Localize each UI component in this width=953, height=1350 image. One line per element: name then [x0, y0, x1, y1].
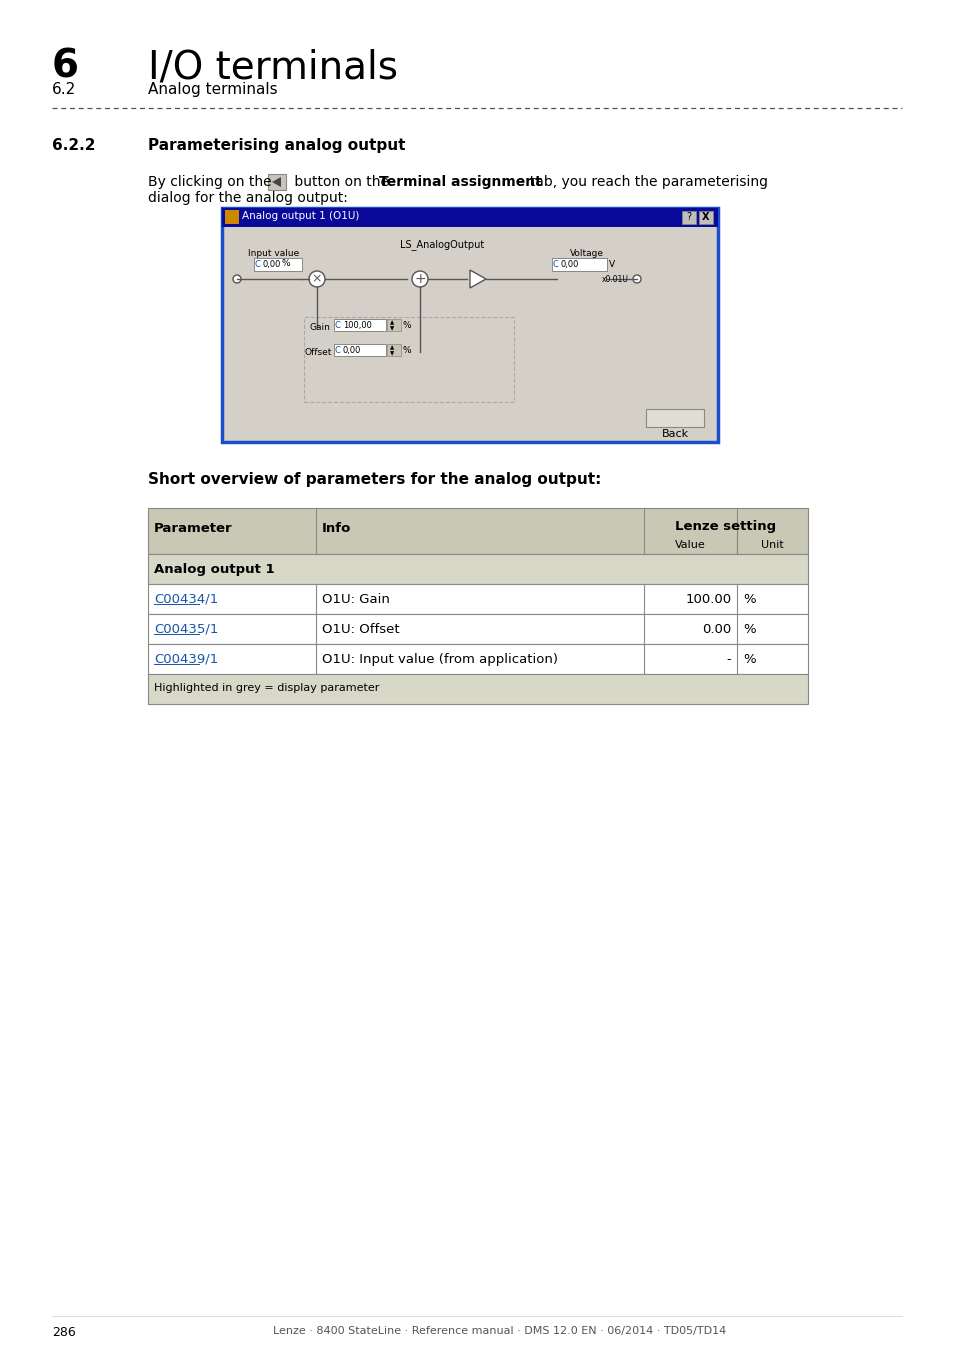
Text: Parameterising analog output: Parameterising analog output	[148, 138, 405, 153]
Text: %: %	[742, 653, 756, 666]
Text: Unit: Unit	[760, 540, 783, 549]
Text: %: %	[742, 593, 756, 606]
Bar	[387, 344, 400, 356]
Text: Offset: Offset	[305, 348, 332, 356]
Text: Short overview of parameters for the analog output:: Short overview of parameters for the ana…	[148, 472, 600, 487]
Text: Lenze setting: Lenze setting	[675, 520, 776, 533]
Text: Voltage: Voltage	[569, 248, 603, 258]
Text: V: V	[608, 261, 615, 269]
Polygon shape	[470, 270, 485, 288]
Bar	[334, 344, 386, 356]
Bar	[645, 409, 703, 427]
Text: %: %	[282, 259, 291, 269]
Text: Lenze · 8400 StateLine · Reference manual · DMS 12.0 EN · 06/2014 · TD05/TD14: Lenze · 8400 StateLine · Reference manua…	[274, 1326, 726, 1336]
Bar	[253, 258, 302, 271]
Text: Gain: Gain	[310, 323, 331, 332]
Text: 6.2.2: 6.2.2	[52, 138, 95, 153]
Text: ▼: ▼	[390, 325, 394, 331]
Text: +: +	[414, 271, 425, 286]
Text: C: C	[335, 321, 340, 329]
Bar	[225, 211, 239, 224]
Text: 0.00: 0.00	[701, 622, 731, 636]
Text: 0,00: 0,00	[560, 261, 578, 269]
Text: Info: Info	[322, 522, 351, 535]
Bar	[681, 211, 696, 224]
Text: O1U: Input value (from application): O1U: Input value (from application)	[322, 653, 558, 666]
Circle shape	[633, 275, 640, 284]
Text: Input value: Input value	[248, 248, 299, 258]
Bar	[222, 208, 718, 441]
Text: %: %	[402, 346, 411, 355]
Text: -: -	[726, 653, 731, 666]
Text: O1U: Offset: O1U: Offset	[322, 622, 399, 636]
Bar	[552, 258, 606, 271]
Text: I/O terminals: I/O terminals	[148, 49, 397, 86]
Text: dialog for the analog output:: dialog for the analog output:	[148, 190, 348, 205]
Bar	[268, 174, 286, 190]
Bar	[148, 508, 807, 554]
Bar	[699, 211, 712, 224]
Polygon shape	[272, 177, 281, 188]
Text: ▲: ▲	[390, 320, 394, 325]
Text: By clicking on the: By clicking on the	[148, 176, 275, 189]
Circle shape	[412, 271, 428, 288]
Text: C00434/1: C00434/1	[153, 593, 218, 606]
Text: 100.00: 100.00	[684, 593, 731, 606]
Text: Back: Back	[660, 429, 688, 439]
Text: C00435/1: C00435/1	[153, 622, 218, 636]
Text: Analog output 1: Analog output 1	[153, 563, 274, 576]
Text: 6.2: 6.2	[52, 82, 76, 97]
Bar	[304, 317, 514, 402]
Bar	[222, 208, 718, 227]
Bar	[148, 614, 807, 644]
Text: %: %	[742, 622, 756, 636]
Text: LS_AnalogOutput: LS_AnalogOutput	[399, 239, 483, 250]
Text: 0,00: 0,00	[263, 261, 281, 269]
Text: C00439/1: C00439/1	[153, 653, 218, 666]
Text: Parameter: Parameter	[153, 522, 233, 535]
Bar	[148, 554, 807, 585]
Text: 100,00: 100,00	[343, 321, 372, 329]
Circle shape	[309, 271, 325, 288]
Bar	[148, 585, 807, 614]
Bar	[148, 674, 807, 703]
Text: Value: Value	[675, 540, 705, 549]
Text: O1U: Gain: O1U: Gain	[322, 593, 390, 606]
Text: C: C	[335, 346, 340, 355]
Circle shape	[233, 275, 241, 284]
Text: Terminal assignment: Terminal assignment	[378, 176, 541, 189]
Bar	[387, 319, 400, 331]
Text: 0,00: 0,00	[343, 346, 361, 355]
Text: Analog terminals: Analog terminals	[148, 82, 277, 97]
Text: ▼: ▼	[390, 351, 394, 356]
Text: 6: 6	[52, 49, 79, 86]
Text: ?: ?	[686, 212, 691, 221]
Text: ×: ×	[312, 273, 322, 285]
Text: X: X	[701, 212, 709, 221]
Text: x0.01U: x0.01U	[601, 275, 628, 284]
Text: Highlighted in grey = display parameter: Highlighted in grey = display parameter	[153, 683, 379, 693]
Text: button on the: button on the	[290, 176, 393, 189]
Text: ▲: ▲	[390, 346, 394, 350]
Text: C: C	[553, 261, 558, 269]
Text: C: C	[254, 261, 260, 269]
Bar	[334, 319, 386, 331]
Text: %: %	[402, 321, 411, 329]
Text: Analog output 1 (O1U): Analog output 1 (O1U)	[242, 211, 359, 221]
Text: 286: 286	[52, 1326, 75, 1339]
Text: tab, you reach the parameterising: tab, you reach the parameterising	[520, 176, 767, 189]
Bar	[148, 644, 807, 674]
